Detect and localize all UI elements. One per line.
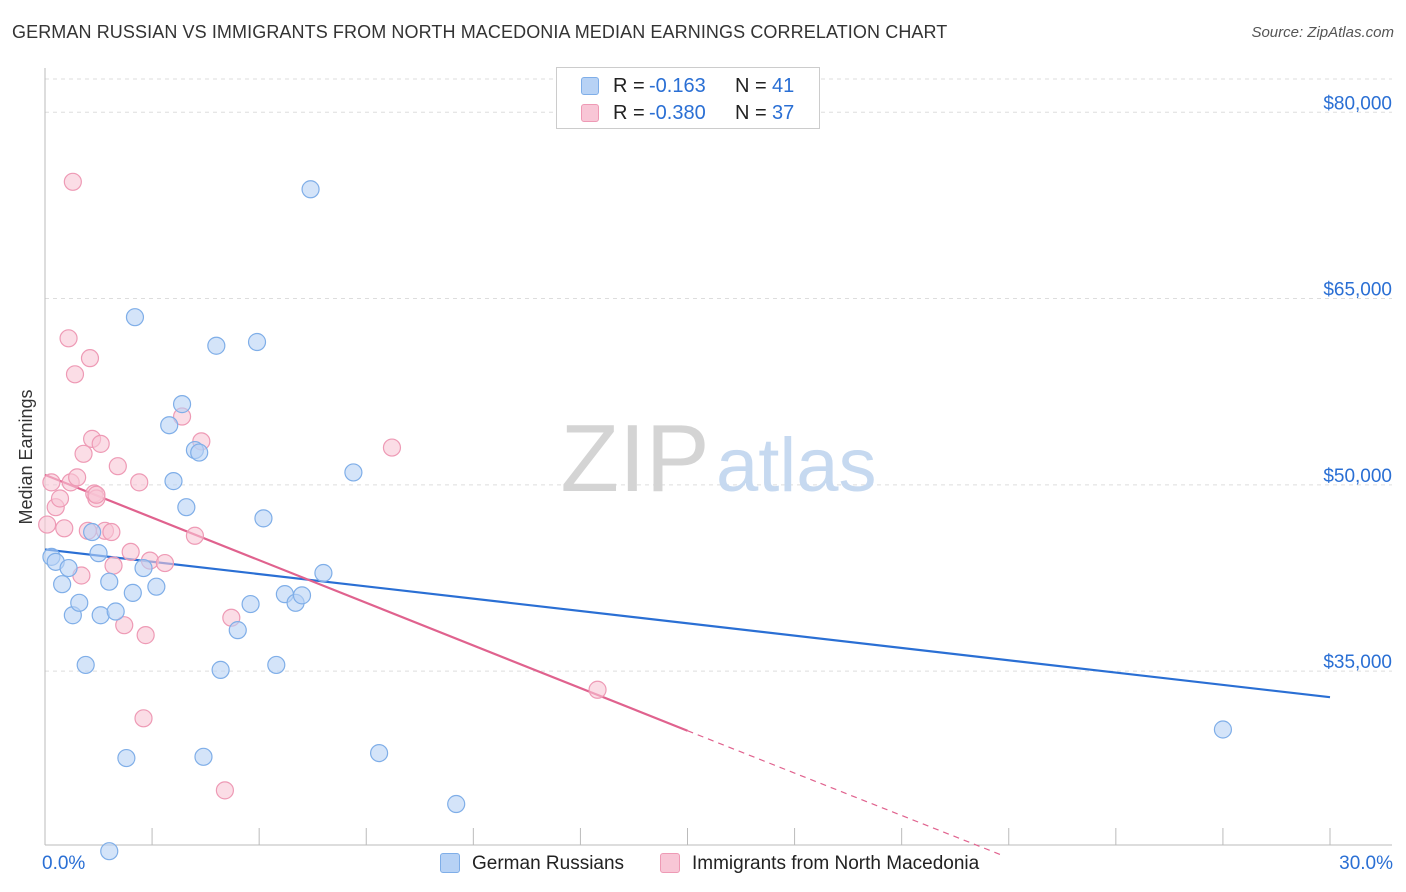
point-german-russians xyxy=(134,558,153,578)
axis-layer: $35,000 $50,000 $65,000 $80,000 0.0% 30.0% xyxy=(42,68,1393,874)
point-german-russians xyxy=(100,842,119,861)
point-german-russians xyxy=(160,416,179,435)
point-north-macedonia xyxy=(121,542,140,562)
point-german-russians xyxy=(370,743,389,763)
point-north-macedonia xyxy=(185,526,205,545)
watermark-layer: ZIP atlas xyxy=(560,405,876,512)
point-german-russians xyxy=(53,575,72,594)
point-german-russians xyxy=(117,748,136,768)
point-german-russians xyxy=(211,660,230,679)
point-german-russians xyxy=(194,747,213,766)
point-north-macedonia xyxy=(91,434,110,453)
trendline-german-russians xyxy=(44,548,1331,699)
x-tick-label: 0.0% xyxy=(42,853,85,874)
y-tick-label: $35,000 xyxy=(1323,652,1392,673)
legend-n-value: 41 xyxy=(772,75,795,97)
points-layer xyxy=(38,172,1233,861)
point-north-macedonia xyxy=(588,680,607,699)
point-german-russians xyxy=(292,586,312,605)
point-german-russians xyxy=(254,509,273,528)
point-north-macedonia xyxy=(155,553,175,573)
point-north-macedonia xyxy=(382,438,402,457)
point-german-russians xyxy=(314,563,333,583)
source-label: Source: ZipAtlas.com xyxy=(1251,24,1394,41)
point-german-russians xyxy=(83,522,102,542)
point-north-macedonia xyxy=(108,457,127,476)
point-german-russians xyxy=(267,655,286,675)
watermark-zip: ZIP xyxy=(560,405,709,512)
point-north-macedonia xyxy=(130,473,149,492)
legend-swatch-blue xyxy=(581,77,599,95)
point-german-russians xyxy=(125,308,145,327)
x-tick-label: 30.0% xyxy=(1339,853,1393,874)
series-legend-label: Immigrants from North Macedonia xyxy=(692,853,980,874)
point-german-russians xyxy=(241,594,260,614)
point-german-russians xyxy=(59,558,78,578)
series-swatch-pink xyxy=(660,853,680,873)
trend-layer xyxy=(44,473,1331,857)
point-german-russians xyxy=(177,498,196,517)
point-german-russians xyxy=(164,472,183,491)
point-german-russians xyxy=(207,336,226,355)
point-north-macedonia xyxy=(134,709,153,728)
legend-row-german-russians: R = -0.163 N = 41 xyxy=(557,73,819,99)
chart-title: GERMAN RUSSIAN VS IMMIGRANTS FROM NORTH … xyxy=(12,22,948,42)
legend-r-label: R = xyxy=(613,75,645,97)
point-north-macedonia xyxy=(115,616,134,635)
point-german-russians xyxy=(106,602,125,621)
point-north-macedonia xyxy=(65,365,85,384)
point-north-macedonia xyxy=(55,519,74,538)
point-north-macedonia xyxy=(215,781,234,800)
legend-r-label: R = xyxy=(613,102,645,124)
legend-n-value: 37 xyxy=(772,102,795,124)
correlation-legend: R = -0.163 N = 41 R = -0.380 N = 37 xyxy=(556,67,820,129)
point-north-macedonia xyxy=(74,444,93,463)
watermark-atlas: atlas xyxy=(716,423,877,508)
point-german-russians xyxy=(447,794,466,814)
point-north-macedonia xyxy=(104,556,123,575)
point-german-russians xyxy=(76,655,95,675)
legend-swatch-pink xyxy=(581,104,599,122)
series-swatch-blue xyxy=(440,853,460,873)
point-german-russians xyxy=(100,572,119,591)
point-north-macedonia xyxy=(136,626,155,645)
point-north-macedonia xyxy=(102,522,121,542)
point-german-russians xyxy=(91,606,110,625)
point-german-russians xyxy=(147,577,166,596)
y-axis-title: Median Earnings xyxy=(16,389,36,524)
point-german-russians xyxy=(190,443,209,462)
point-north-macedonia xyxy=(50,489,70,508)
legend-row-north-macedonia: R = -0.380 N = 37 xyxy=(557,100,819,126)
point-north-macedonia xyxy=(80,349,100,368)
point-german-russians xyxy=(123,583,142,602)
point-german-russians xyxy=(1213,720,1233,739)
y-tick-label: $65,000 xyxy=(1323,280,1392,301)
legend-n-label: N = xyxy=(735,102,767,124)
point-north-macedonia xyxy=(38,515,57,534)
grid-layer xyxy=(45,78,1392,672)
point-north-macedonia xyxy=(42,473,61,492)
point-north-macedonia xyxy=(87,485,106,504)
legend-r-value: -0.163 xyxy=(649,75,706,97)
y-tick-label: $80,000 xyxy=(1323,93,1392,114)
point-german-russians xyxy=(228,621,247,640)
point-german-russians xyxy=(344,463,363,482)
series-legend-label: German Russians xyxy=(472,853,625,874)
point-german-russians xyxy=(89,544,108,563)
trendline-north-macedonia xyxy=(44,473,688,732)
legend-n-label: N = xyxy=(735,75,767,97)
point-north-macedonia xyxy=(59,329,78,348)
trendline-north-macedonia-extension xyxy=(687,730,1005,857)
legend-r-value: -0.380 xyxy=(649,102,706,124)
point-german-russians xyxy=(70,593,89,612)
point-german-russians xyxy=(172,395,192,414)
point-north-macedonia xyxy=(63,172,82,191)
point-german-russians xyxy=(247,332,267,352)
point-german-russians xyxy=(301,180,320,199)
point-north-macedonia xyxy=(68,468,87,487)
y-tick-label: $50,000 xyxy=(1323,466,1392,487)
